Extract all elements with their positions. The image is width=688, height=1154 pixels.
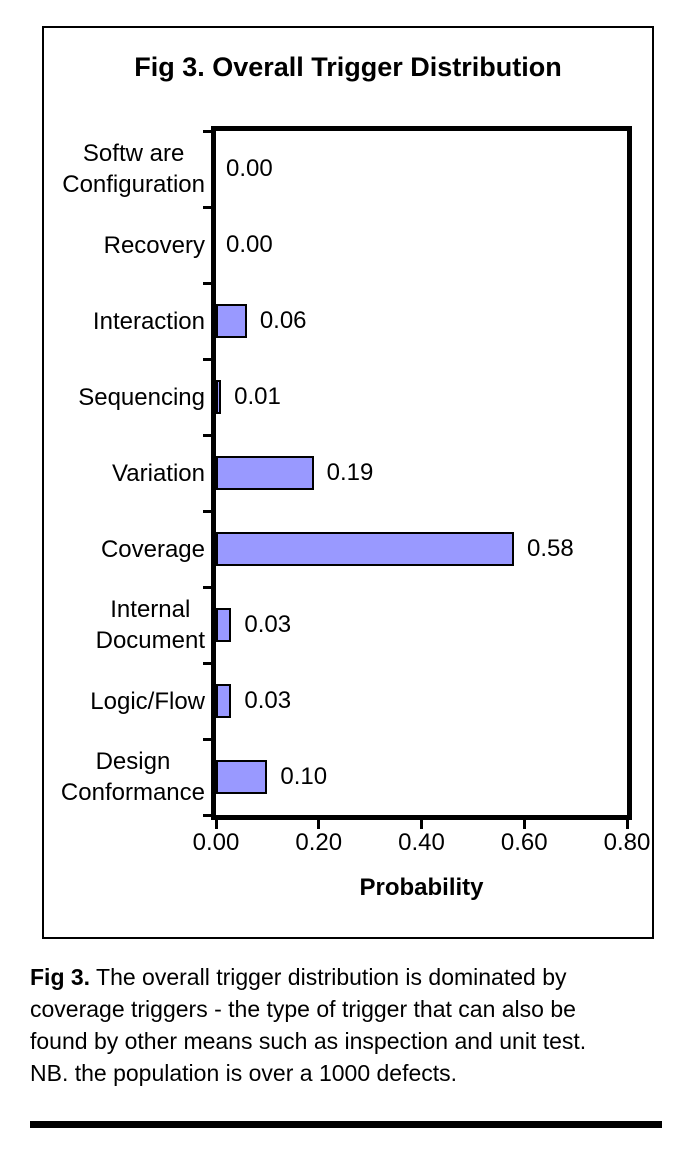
y-axis-tick	[203, 586, 211, 589]
x-axis-tick	[522, 820, 526, 829]
caption-line: NB. the population is over a 1000 defect…	[30, 1060, 458, 1086]
horizontal-rule	[30, 1121, 662, 1128]
bar-value-label: 0.10	[280, 763, 328, 790]
bar	[216, 380, 222, 414]
bar-value-label: 0.06	[259, 307, 307, 334]
y-axis-tick	[203, 738, 211, 741]
bar	[216, 304, 247, 338]
bar-value-label: 0.00	[226, 231, 273, 258]
category-label: Coverage	[100, 535, 205, 563]
bar-value-label: 0.01	[234, 383, 281, 410]
y-axis-tick	[203, 358, 211, 361]
x-axis-title: Probability	[359, 874, 484, 901]
figure-caption: Fig 3. The overall trigger distribution …	[30, 961, 662, 1089]
caption-line: coverage triggers - the type of trigger …	[30, 996, 576, 1022]
bar-value-label: 0.00	[226, 155, 273, 182]
bar	[216, 760, 268, 794]
category-label: Design Conformance	[60, 748, 205, 806]
x-tick-label: 0.00	[192, 829, 240, 856]
bar-value-label: 0.03	[244, 611, 292, 638]
y-axis-tick	[203, 130, 211, 133]
caption-line: Fig 3. The overall trigger distribution …	[30, 961, 662, 993]
bar	[216, 608, 232, 642]
bar-row: 0.06	[216, 283, 627, 359]
bar-value-label: 0.58	[526, 535, 574, 562]
x-tick-label: 0.40	[398, 829, 445, 856]
y-axis-tick	[203, 510, 211, 513]
x-axis-tick	[214, 820, 218, 829]
y-axis-tick	[203, 814, 211, 817]
caption-line1-text: The overall trigger distribution is domi…	[90, 964, 567, 990]
bar-value-label: 0.19	[326, 459, 374, 486]
bar-row: 0.58	[216, 511, 627, 587]
bar-row: 0.19	[216, 435, 627, 511]
x-axis-tick	[317, 820, 321, 829]
bar-row: 0.00	[216, 207, 627, 283]
x-tick-label: 0.60	[500, 829, 548, 856]
caption-line: found by other means such as inspection …	[30, 1028, 587, 1054]
bar-series: 0.00 0.00 0.06 0.01 0.19 0.58 0.03 0.03 0.10	[216, 131, 627, 815]
caption-bold-prefix: Fig 3.	[30, 964, 91, 990]
bar-row: 0.01	[216, 359, 627, 435]
y-axis-tick	[203, 206, 211, 209]
category-label: Softw are Configuration	[62, 140, 205, 198]
y-axis-tick	[203, 662, 211, 665]
category-axis-labels: Softw are Configuration Recovery Interactio…	[44, 131, 205, 815]
category-label: Internal Document	[95, 596, 205, 654]
bar	[216, 684, 232, 718]
category-label: Variation	[112, 459, 205, 487]
bar-row: 0.00	[216, 131, 627, 207]
bar-value-label: 0.03	[244, 687, 292, 714]
category-label: Sequencing	[78, 383, 205, 411]
bar-row: 0.03	[216, 587, 627, 663]
y-axis-tick	[203, 282, 211, 285]
bar	[216, 456, 314, 490]
bar-row: 0.03	[216, 663, 627, 739]
x-tick-label: 0.80	[603, 829, 651, 856]
category-label: Logic/Flow	[90, 687, 205, 715]
x-axis-tick	[625, 820, 629, 829]
chart-title: Fig 3. Overall Trigger Distribution	[134, 52, 562, 82]
x-axis-tick	[420, 820, 423, 829]
y-axis-tick	[203, 434, 211, 437]
bar	[216, 532, 514, 566]
category-label: Interaction	[92, 307, 205, 335]
bar-row: 0.10	[216, 739, 627, 815]
category-label: Recovery	[103, 231, 205, 259]
x-tick-label: 0.20	[295, 829, 343, 856]
